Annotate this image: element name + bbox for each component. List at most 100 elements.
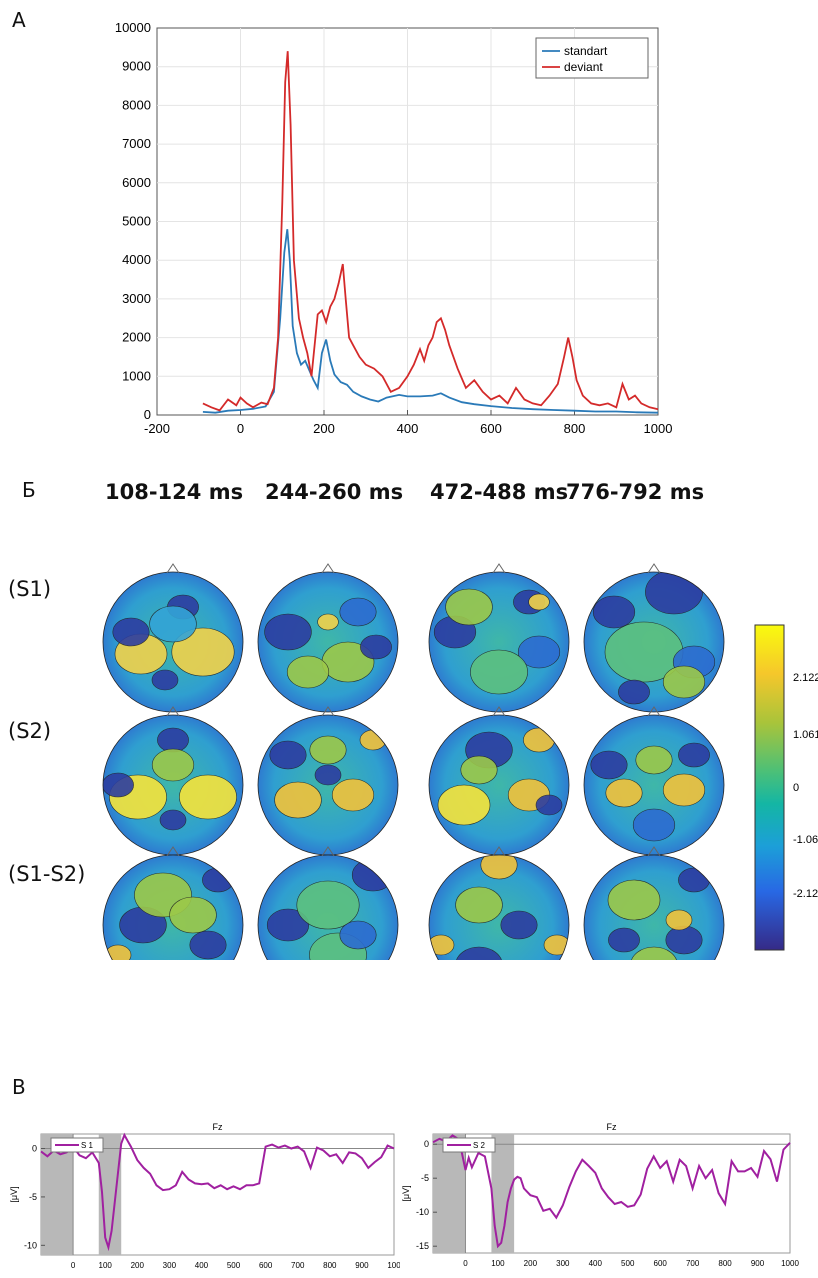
topomap-r2-c2	[258, 707, 398, 855]
topomap-blob	[529, 594, 550, 610]
panel-c-fz-s2-chart: Fz[μV]0-5-10-150 100 200 300 400 500 600 700 800…	[400, 1110, 818, 1278]
topomap-blob	[636, 746, 672, 774]
x-tick-label: 100	[387, 1261, 400, 1270]
topomap-blob	[102, 773, 133, 797]
topomap-r1-c1	[103, 564, 243, 712]
y-tick-label: -10	[416, 1207, 429, 1217]
colorbar-tick-1: 2.1226	[793, 672, 818, 684]
topomap-blob	[150, 606, 197, 642]
topomap-blob	[315, 765, 341, 785]
x-tick-label: 400	[195, 1261, 209, 1270]
x-tick-label: 500	[621, 1259, 635, 1268]
x-tick-label: 700	[291, 1261, 305, 1270]
x-tick-label: 900	[355, 1261, 369, 1270]
y-axis-label: [μV]	[401, 1185, 411, 1201]
panel-c-fz-s1-chart: Fz [μV] 0 -5 -10 0 100 200 300 400 500 600 700 800 900…	[0, 1110, 400, 1278]
x-tick-label: 100	[99, 1261, 113, 1270]
x-tick-label: 1000	[781, 1259, 799, 1268]
x-tick-label: 400	[589, 1259, 603, 1268]
x-tick-label: 900	[751, 1259, 765, 1268]
x-tick-label: 100	[491, 1259, 505, 1268]
topomap-blob	[438, 785, 490, 825]
topomap-blob	[470, 650, 527, 694]
topomap-blob	[663, 666, 705, 698]
topomap-blob	[170, 897, 217, 933]
legend-label: S 1	[81, 1141, 94, 1150]
topomap-blob	[287, 656, 329, 688]
topomap-blob	[318, 614, 339, 630]
y-tick-label: -5	[421, 1173, 429, 1183]
x-tick-label: 300	[556, 1259, 570, 1268]
y-axis-label: [μV]	[9, 1186, 19, 1202]
chart-title: Fz	[607, 1122, 617, 1132]
topomap-blob	[113, 618, 149, 646]
topomap-r2-c4	[584, 707, 724, 855]
topomap-blob	[157, 728, 188, 752]
x-tick-label: 500	[227, 1261, 241, 1270]
x-tick-label: 300	[163, 1261, 177, 1270]
colorbar-tick-3: 0	[793, 782, 799, 794]
y-tick-label: -15	[416, 1241, 429, 1251]
y-tick-label: 0	[424, 1139, 429, 1149]
x-tick-label: 600	[654, 1259, 668, 1268]
x-tick-label: 200	[524, 1259, 538, 1268]
topomap-blob	[352, 859, 394, 891]
topomap-blob	[461, 756, 497, 784]
chart-title: Fz	[213, 1122, 223, 1132]
topomap-blob	[340, 921, 376, 949]
topomap-blob	[297, 881, 359, 929]
topomap-r3-c2	[258, 847, 398, 960]
topomap-blob	[536, 795, 562, 815]
x-tick-label: 700	[686, 1259, 700, 1268]
topomap-blob	[456, 887, 503, 923]
topomap-r3-c1	[103, 847, 243, 960]
topomap-blob	[618, 680, 649, 704]
topomap-blob	[666, 926, 702, 954]
topomap-blob	[152, 670, 178, 690]
topomap-blob	[633, 809, 675, 841]
topomap-r3-c3	[428, 847, 570, 960]
topomap-blob	[608, 880, 660, 920]
topomap-blob	[591, 751, 627, 779]
topomap-blob	[663, 774, 705, 806]
topomap-blob	[310, 736, 346, 764]
topomap-blob	[152, 749, 194, 781]
y-tick-label: -10	[24, 1240, 37, 1250]
topomap-r2-c3	[429, 707, 569, 855]
topomap-r2-c1	[102, 707, 243, 855]
topomap-r1-c4	[584, 564, 724, 712]
x-tick-label: 0	[71, 1261, 76, 1270]
topomap-blob	[593, 596, 635, 628]
topomap-blob	[523, 728, 554, 752]
x-tick-label: 800	[323, 1261, 337, 1270]
topomap-blob	[179, 775, 236, 819]
colorbar-tick-4: -1.0613	[793, 834, 818, 846]
topomap-blob	[275, 782, 322, 818]
topomap-blob	[360, 635, 391, 659]
y-tick-label: 0	[32, 1144, 37, 1154]
topomap-blob	[606, 779, 642, 807]
topomap-grid: 2.1226 1.0613 0 -1.0613 -2.1226	[0, 0, 818, 960]
topomap-blob	[265, 614, 312, 650]
topomap-blob	[608, 928, 639, 952]
topomap-blob	[446, 589, 493, 625]
y-tick-label: -5	[29, 1192, 37, 1202]
x-tick-label: 600	[259, 1261, 273, 1270]
colorbar	[755, 625, 784, 950]
topomap-blob	[678, 868, 709, 892]
topomap-blob	[645, 570, 702, 614]
topomap-blob	[678, 743, 709, 767]
colorbar-tick-2: 1.0613	[793, 729, 818, 741]
topomap-r1-c2	[258, 564, 398, 712]
x-tick-label: 800	[718, 1259, 732, 1268]
topomap-blob	[340, 598, 376, 626]
topomap-blob	[270, 741, 306, 769]
legend-label: S 2	[473, 1141, 486, 1150]
topomap-r1-c3	[429, 564, 569, 712]
x-tick-label: 200	[131, 1261, 145, 1270]
panel-c-label: B	[12, 1075, 26, 1099]
topomap-blob	[190, 931, 226, 959]
topomap-blob	[332, 779, 374, 811]
topomap-blob	[501, 911, 537, 939]
topomap-blob	[160, 810, 186, 830]
